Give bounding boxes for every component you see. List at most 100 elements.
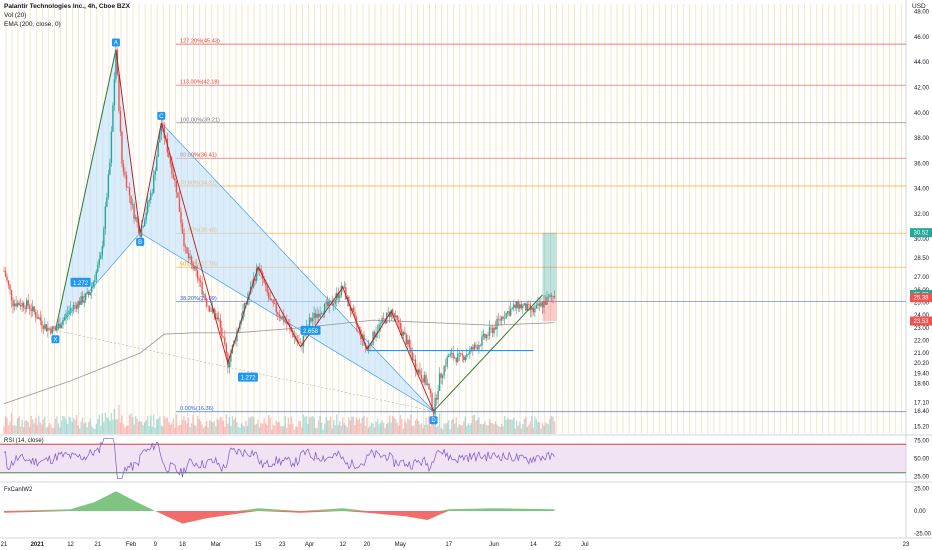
candle-body (447, 355, 450, 358)
x-tick-label: 23 (903, 542, 910, 548)
volume-bar (325, 416, 327, 434)
candle-body (153, 174, 155, 193)
candle-body (115, 50, 117, 80)
volume-bar (379, 423, 382, 434)
candle-body (264, 282, 267, 285)
candle-body (13, 303, 16, 307)
volume-bar (351, 416, 353, 434)
volume-bar (316, 427, 318, 434)
volume-bar (29, 426, 31, 434)
candle-body (36, 317, 38, 319)
price-tag (910, 316, 932, 326)
price-tag (910, 293, 932, 303)
candle-body (78, 301, 81, 305)
volume-bar (408, 419, 411, 434)
volume-bar (151, 426, 153, 434)
fib-level-label: 38.20%(25.09) (180, 296, 217, 302)
candle-body (66, 313, 69, 315)
candle-body (513, 304, 515, 308)
volume-bar (454, 423, 456, 434)
candle-body (526, 304, 529, 311)
volume-bar (221, 417, 223, 434)
volume-bar (153, 414, 155, 434)
candle-body (469, 349, 471, 355)
candle-body (180, 211, 182, 224)
y-tick-label: 25.00 (914, 300, 930, 306)
candle-body (21, 302, 23, 307)
candle-body (369, 345, 371, 346)
volume-bar (461, 425, 463, 434)
candle-body (118, 74, 120, 111)
candle-body (162, 123, 164, 125)
candle-body (145, 212, 147, 221)
candle-body (478, 345, 480, 350)
volume-bar (225, 414, 228, 434)
price-tag (910, 228, 932, 238)
volume-bar (534, 416, 536, 434)
volume-bar (19, 426, 22, 434)
volume-bar (195, 425, 197, 434)
volume-bar (464, 416, 467, 434)
volume-bar (53, 427, 55, 434)
candle-body (139, 233, 141, 238)
volume-bar (254, 424, 256, 434)
volume-bar (432, 414, 435, 434)
volume-bar (413, 425, 415, 434)
volume-bar (508, 419, 510, 434)
candle-body (3, 270, 5, 272)
volume-bar (451, 420, 453, 434)
volume-bar (162, 426, 164, 434)
volume-bar (354, 425, 356, 434)
volume-bar (426, 424, 429, 434)
candle-body (413, 359, 415, 361)
candle-body (414, 359, 417, 371)
volume-bar (142, 425, 144, 434)
volume-bar (71, 422, 73, 434)
candle-body (340, 285, 342, 296)
candle-body (65, 313, 67, 318)
candle-body (159, 134, 161, 143)
candle-body (27, 300, 29, 306)
candle-body (216, 317, 218, 320)
volume-bar (299, 421, 302, 434)
candle-body (508, 311, 510, 316)
x-tick-label: 23 (279, 542, 286, 548)
volume-bar (116, 418, 119, 434)
candle-body (484, 333, 486, 339)
volume-bar (509, 419, 512, 434)
candle-body (449, 353, 451, 356)
volume-bar (103, 422, 105, 434)
candle-body (183, 233, 185, 247)
candle-body (319, 313, 321, 317)
volume-bar (80, 421, 82, 434)
y-tick-label: 40.00 (914, 111, 930, 117)
volume-bar (488, 419, 491, 434)
volume-bar (159, 416, 161, 434)
candle-body (210, 311, 212, 312)
volume-bar (364, 425, 367, 434)
candle-body (198, 278, 200, 281)
volume-bar (540, 428, 542, 434)
volume-bar (497, 425, 500, 434)
candle-body (463, 355, 465, 361)
volume-bar (333, 419, 335, 434)
candle-body (525, 303, 527, 311)
x-tick-label: 17 (445, 542, 452, 548)
volume-bar (298, 420, 300, 434)
candle-body (277, 312, 279, 315)
volume-bar (65, 419, 67, 434)
oscillator-label: FxCanIW2 (4, 487, 33, 493)
candle-body (470, 347, 473, 350)
volume-bar (392, 415, 394, 434)
candle-body (127, 187, 129, 188)
volume-bar (331, 428, 333, 434)
candle-body (472, 347, 474, 350)
volume-bar (189, 427, 191, 434)
volume-bar (363, 415, 365, 434)
volume-bar (552, 416, 554, 434)
candle-body (444, 366, 447, 367)
volume-bar (175, 414, 178, 434)
candle-body (549, 295, 551, 297)
candle-body (488, 327, 491, 336)
